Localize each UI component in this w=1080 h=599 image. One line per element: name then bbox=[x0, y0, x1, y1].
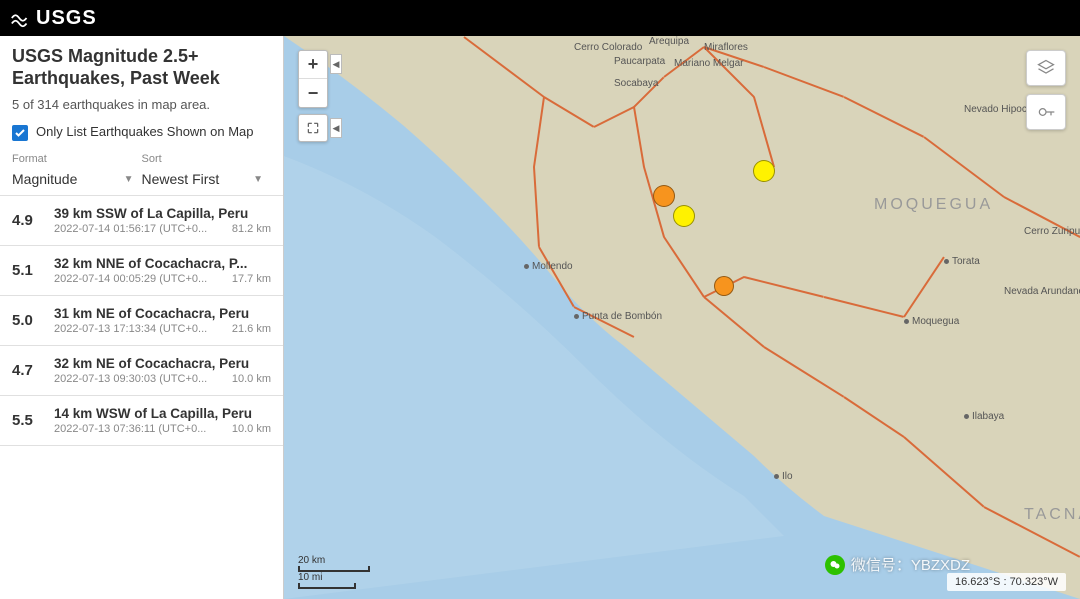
zoom-control: + − bbox=[298, 50, 328, 108]
eq-place: 32 km NE of Cocachacra, Peru bbox=[54, 356, 271, 371]
region-label: TACNA bbox=[1024, 506, 1080, 524]
eq-magnitude: 5.1 bbox=[12, 262, 42, 279]
legend-button[interactable] bbox=[1026, 94, 1066, 130]
sort-value: Newest First bbox=[142, 171, 220, 187]
eq-time: 2022-07-14 00:05:29 (UTC+0... bbox=[54, 273, 222, 285]
checkbox-checked-icon bbox=[12, 125, 28, 141]
eq-magnitude: 4.9 bbox=[12, 212, 42, 229]
earthquake-row[interactable]: 4.7 32 km NE of Cocachacra, Peru 2022-07-1… bbox=[0, 346, 283, 396]
layers-icon bbox=[1036, 58, 1056, 78]
city-label: Ilabaya bbox=[964, 411, 1004, 422]
feed-title: USGS Magnitude 2.5+ Earthquakes, Past We… bbox=[0, 36, 283, 91]
earthquake-row[interactable]: 5.5 14 km WSW of La Capilla, Peru 2022-07-… bbox=[0, 396, 283, 446]
scale-km: 20 km bbox=[298, 555, 325, 566]
city-label: Cerro Colorado bbox=[574, 42, 642, 53]
app-header: USGS bbox=[0, 0, 1080, 36]
sort-label: Sort bbox=[142, 153, 272, 165]
city-label: Socabaya bbox=[614, 78, 658, 89]
eq-depth: 10.0 km bbox=[232, 423, 271, 435]
eq-place: 39 km SSW of La Capilla, Peru bbox=[54, 206, 271, 221]
feed-subtitle: 5 of 314 earthquakes in map area. bbox=[0, 91, 283, 120]
city-label: Mollendo bbox=[524, 261, 573, 272]
city-label: Nevada Arundane bbox=[1004, 286, 1080, 297]
eq-time: 2022-07-13 07:36:11 (UTC+0... bbox=[54, 423, 222, 435]
zoom-out-button[interactable]: − bbox=[299, 79, 327, 107]
city-label: Cerro Zuripujo bbox=[1024, 226, 1080, 237]
earthquake-marker[interactable] bbox=[653, 185, 675, 207]
format-value: Magnitude bbox=[12, 171, 77, 187]
eq-time: 2022-07-13 09:30:03 (UTC+0... bbox=[54, 373, 222, 385]
city-label: Punta de Bombón bbox=[574, 311, 662, 322]
eq-magnitude: 5.0 bbox=[12, 312, 42, 329]
format-label: Format bbox=[12, 153, 142, 165]
eq-place: 14 km WSW of La Capilla, Peru bbox=[54, 406, 271, 421]
fullscreen-button[interactable] bbox=[298, 114, 328, 142]
earthquake-marker[interactable] bbox=[714, 276, 734, 296]
eq-place: 31 km NE of Cocachacra, Peru bbox=[54, 306, 271, 321]
earthquake-row[interactable]: 5.0 31 km NE of Cocachacra, Peru 2022-07-1… bbox=[0, 296, 283, 346]
eq-magnitude: 4.7 bbox=[12, 362, 42, 379]
eq-depth: 81.2 km bbox=[232, 223, 271, 235]
city-label: Moquegua bbox=[904, 316, 959, 327]
key-icon bbox=[1036, 102, 1056, 122]
earthquake-marker[interactable] bbox=[673, 205, 695, 227]
wechat-icon bbox=[825, 555, 845, 575]
eq-depth: 17.7 km bbox=[232, 273, 271, 285]
fullscreen-icon bbox=[306, 121, 320, 135]
city-label: Ilo bbox=[774, 471, 793, 482]
map-canvas[interactable]: Cerro Colorado Arequipa Miraflores Paucarpa… bbox=[284, 36, 1080, 599]
scale-mi: 10 mi bbox=[298, 572, 322, 583]
wave-icon bbox=[10, 7, 32, 29]
chevron-down-icon: ▼ bbox=[253, 174, 263, 185]
usgs-logo[interactable]: USGS bbox=[10, 7, 97, 30]
eq-magnitude: 5.5 bbox=[12, 412, 42, 429]
map-scale: 20 km 10 mi bbox=[298, 555, 370, 589]
map-coordinates: 16.623°S : 70.323°W bbox=[947, 573, 1066, 591]
earthquake-list[interactable]: 4.9 39 km SSW of La Capilla, Peru 2022-07-… bbox=[0, 196, 283, 599]
city-label: Miraflores bbox=[704, 42, 748, 53]
watermark-text: 微信号：YBZXDZ bbox=[851, 554, 970, 575]
eq-depth: 21.6 km bbox=[232, 323, 271, 335]
sort-select[interactable]: Sort Newest First ▼ bbox=[142, 153, 272, 191]
earthquake-marker[interactable] bbox=[753, 160, 775, 182]
panel-collapse-button-2[interactable]: ◀ bbox=[330, 118, 342, 138]
zoom-in-button[interactable]: + bbox=[299, 51, 327, 79]
region-label: MOQUEGUA bbox=[874, 196, 993, 214]
eq-place: 32 km NNE of Cocachacra, P... bbox=[54, 256, 271, 271]
eq-depth: 10.0 km bbox=[232, 373, 271, 385]
city-label: Mariano Melgar bbox=[674, 58, 743, 69]
city-label: Paucarpata bbox=[614, 56, 665, 67]
city-label: Arequipa bbox=[649, 36, 689, 47]
checkbox-label: Only List Earthquakes Shown on Map bbox=[36, 124, 254, 139]
sidebar: USGS Magnitude 2.5+ Earthquakes, Past We… bbox=[0, 36, 284, 599]
wechat-watermark: 微信号：YBZXDZ bbox=[825, 554, 970, 575]
format-select[interactable]: Format Magnitude ▼ bbox=[12, 153, 142, 191]
earthquake-row[interactable]: 4.9 39 km SSW of La Capilla, Peru 2022-07-… bbox=[0, 196, 283, 246]
layers-button[interactable] bbox=[1026, 50, 1066, 86]
logo-text: USGS bbox=[36, 7, 97, 30]
panel-collapse-button[interactable]: ◀ bbox=[330, 54, 342, 74]
earthquake-row[interactable]: 5.1 32 km NNE of Cocachacra, P... 2022-07-… bbox=[0, 246, 283, 296]
ocean-shape bbox=[284, 36, 1080, 599]
eq-time: 2022-07-13 17:13:34 (UTC+0... bbox=[54, 323, 222, 335]
city-label: Torata bbox=[944, 256, 980, 267]
chevron-down-icon: ▼ bbox=[124, 174, 134, 185]
eq-time: 2022-07-14 01:56:17 (UTC+0... bbox=[54, 223, 222, 235]
only-list-checkbox[interactable]: Only List Earthquakes Shown on Map bbox=[0, 120, 283, 151]
